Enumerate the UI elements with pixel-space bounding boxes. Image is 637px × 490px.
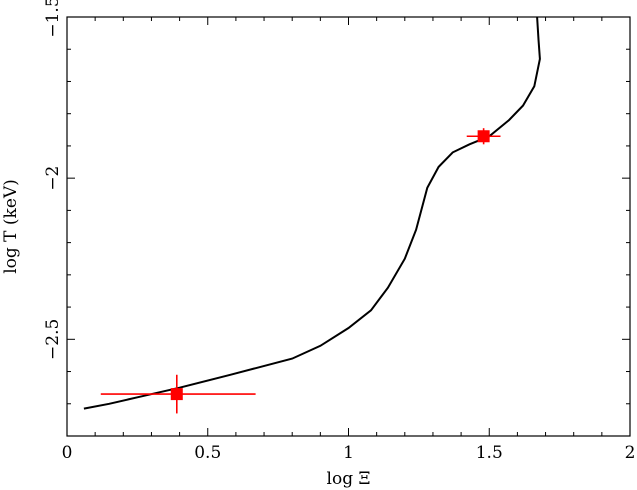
data-point [466, 128, 501, 145]
y-tick-label: −1.5 [43, 0, 63, 38]
y-axis-label: log T (keV) [1, 179, 21, 274]
data-point [100, 374, 256, 414]
x-tick-labels: 0 0.5 1 1.5 2 [62, 443, 636, 463]
x-tick-label: 0 [62, 443, 73, 463]
y-tick-label: −2 [43, 166, 63, 191]
axis-ticks [66, 16, 631, 437]
y-tick-labels: −2.5 −2 −1.5 [43, 0, 63, 360]
model-curve [83, 16, 541, 410]
x-tick-label: 0.5 [194, 443, 221, 463]
x-tick-label: 1.5 [476, 443, 503, 463]
x-tick-label: 2 [625, 443, 636, 463]
point-marker [170, 388, 183, 401]
x-axis-label: log Ξ [327, 469, 371, 489]
point-marker [477, 130, 490, 143]
data-points [100, 128, 501, 414]
y-tick-label: −2.5 [43, 319, 63, 360]
x-tick-label: 1 [343, 443, 354, 463]
plot-frame [66, 16, 631, 437]
